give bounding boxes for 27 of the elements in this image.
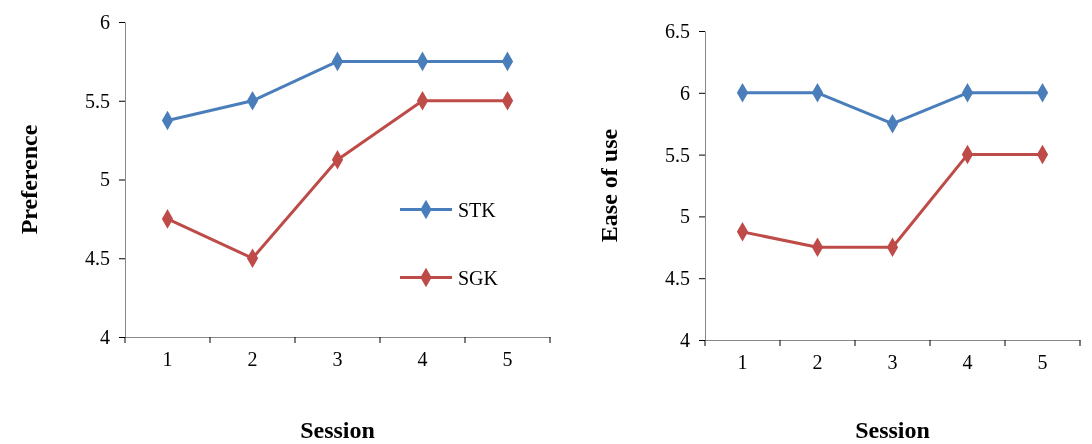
legend-label: STK <box>458 198 497 221</box>
y-tick-label: 4 <box>680 328 690 351</box>
x-tick-label: 5 <box>502 348 513 370</box>
y-tick-label: 4.5 <box>665 267 690 290</box>
x-tick-label: 4 <box>962 351 973 373</box>
x-tick-label: 2 <box>812 351 823 373</box>
y-tick-label: 5 <box>100 168 110 191</box>
x-tick-label: 5 <box>1037 351 1048 373</box>
x-tick-label: 4 <box>417 348 428 370</box>
legend-label: SGK <box>458 266 499 289</box>
y-tick-label: 5.5 <box>665 143 690 166</box>
x-tick-label: 3 <box>332 348 343 370</box>
y-tick-label: 5 <box>680 205 690 228</box>
y-axis-title: Preference <box>16 124 42 235</box>
y-tick-label: 6.5 <box>665 19 690 42</box>
y-tick-label: 6 <box>680 81 690 104</box>
y-tick-label: 6 <box>100 10 110 33</box>
y-tick-label: 4 <box>100 325 110 348</box>
y-axis-title: Ease of use <box>596 128 622 243</box>
x-tick-label: 3 <box>887 351 898 373</box>
x-tick-label: 1 <box>162 348 173 370</box>
x-axis-title: Session <box>855 417 930 443</box>
y-tick-label: 5.5 <box>85 89 110 112</box>
x-tick-label: 1 <box>737 351 748 373</box>
x-axis-title: Session <box>300 417 375 443</box>
y-tick-label: 4.5 <box>85 247 110 270</box>
x-tick-label: 2 <box>247 348 258 370</box>
